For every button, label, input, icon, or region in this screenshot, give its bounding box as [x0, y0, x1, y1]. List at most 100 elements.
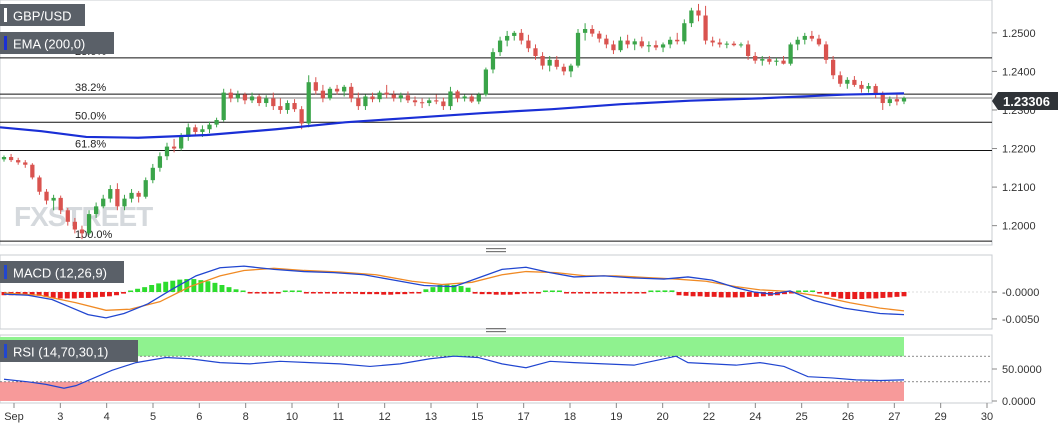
candle: [214, 117, 219, 128]
candle: [313, 77, 318, 95]
macd-hist-bar: [564, 292, 569, 294]
candle: [831, 55, 836, 80]
macd-hist-bar: [514, 292, 520, 295]
macd-hist-bar: [557, 290, 562, 292]
macd-hist-bar: [360, 292, 366, 295]
candle: [72, 217, 77, 234]
macd-hist-bar: [402, 292, 408, 295]
symbol-label: GBP/USD: [0, 4, 85, 26]
time-tick-label: Sep: [4, 411, 24, 423]
candle: [405, 91, 411, 104]
candle: [859, 81, 864, 93]
macd-hist-bar: [240, 290, 246, 292]
macd-hist-bar: [156, 283, 162, 292]
macd-hist-bar: [310, 292, 316, 294]
rsi-tick-label: 0.0000: [1002, 396, 1036, 408]
macd-hist-bar: [739, 292, 745, 298]
time-tick-label: 19: [610, 411, 622, 423]
time-tick-label: 11: [333, 411, 344, 423]
candle: [228, 88, 233, 103]
macd-hist-bar: [796, 290, 801, 292]
macd-hist-bar: [486, 292, 492, 295]
ema-label: EMA (200,0): [0, 32, 114, 54]
time-tick-label: 20: [657, 411, 669, 423]
candle: [391, 90, 396, 102]
candle: [363, 94, 368, 110]
rsi-overbought-zone: [0, 337, 904, 357]
macd-hist-bar: [99, 292, 105, 297]
macd-hist-bar: [219, 285, 225, 292]
macd-hist-bar: [866, 292, 872, 299]
fib-label: 100.0%: [75, 229, 113, 241]
candle: [795, 36, 800, 51]
candle: [497, 36, 503, 56]
macd-hist-bar: [683, 292, 689, 296]
time-tick-label: 13: [425, 411, 437, 423]
macd-hist-bar: [817, 292, 823, 294]
macd-hist-bar: [465, 287, 471, 292]
panel-splitter[interactable]: [486, 248, 506, 253]
macd-hist-bar: [107, 292, 112, 297]
macd-hist-bar: [528, 292, 534, 294]
candle: [171, 138, 177, 153]
price-tick-label: 1.2500: [1002, 28, 1036, 40]
candle: [568, 63, 574, 78]
macd-hist-bar: [549, 290, 555, 292]
macd-hist-bar: [177, 279, 183, 292]
macd-hist-bar: [697, 292, 703, 297]
candle: [242, 92, 248, 105]
macd-hist-bar: [493, 292, 499, 295]
macd-hist-bar: [430, 287, 436, 292]
candle: [526, 34, 531, 53]
time-tick-label: 3: [57, 411, 63, 423]
candle: [483, 67, 489, 97]
macd-hist-bar: [247, 292, 253, 294]
candle: [490, 48, 496, 74]
macd-hist-bar: [128, 290, 134, 292]
fib-label: 38.2%: [75, 82, 106, 94]
macd-hist-bar: [831, 292, 837, 297]
time-tick-label: 17: [518, 411, 530, 423]
candle: [235, 90, 240, 103]
macd-hist-bar: [85, 292, 91, 298]
candle: [887, 96, 892, 107]
candle: [540, 52, 545, 70]
macd-hist-bar: [212, 282, 218, 292]
time-tick-label: 29: [935, 411, 947, 423]
candle: [689, 7, 694, 28]
macd-tick-label: -0.0050: [1002, 314, 1039, 326]
macd-hist-bar: [57, 292, 63, 299]
candle: [653, 40, 659, 51]
time-tick-label: 5: [150, 411, 156, 423]
panel-splitter[interactable]: [486, 328, 506, 333]
candle: [625, 34, 630, 49]
candle: [809, 30, 814, 42]
time-tick-label: 22: [703, 411, 715, 423]
macd-hist-bar: [711, 292, 717, 297]
macd-hist-bar: [873, 292, 879, 299]
watermark: FXSTREET: [14, 201, 153, 232]
candle: [753, 52, 758, 64]
candle: [547, 55, 552, 72]
symbol-text: GBP/USD: [13, 9, 72, 24]
rsi-oversold-zone: [0, 381, 904, 401]
rsi-tick-label: 50.0000: [1002, 364, 1042, 376]
macd-hist-bar: [838, 292, 844, 299]
candle: [186, 123, 191, 141]
macd-hist-bar: [542, 290, 548, 292]
macd-hist-bar: [704, 292, 710, 297]
candle: [207, 121, 212, 134]
candle: [823, 41, 829, 64]
macd-hist-bar: [163, 281, 169, 292]
candle: [717, 38, 722, 48]
macd-hist-bar: [275, 292, 281, 294]
macd-hist-bar: [676, 292, 682, 296]
macd-hist-bar: [746, 292, 752, 297]
candle: [802, 32, 807, 45]
macd-hist-bar: [585, 292, 591, 294]
time-tick-label: 12: [379, 411, 391, 423]
macd-tick-label: -0.0000: [1002, 287, 1039, 299]
candle: [703, 5, 708, 45]
macd-hist-bar: [662, 290, 668, 292]
